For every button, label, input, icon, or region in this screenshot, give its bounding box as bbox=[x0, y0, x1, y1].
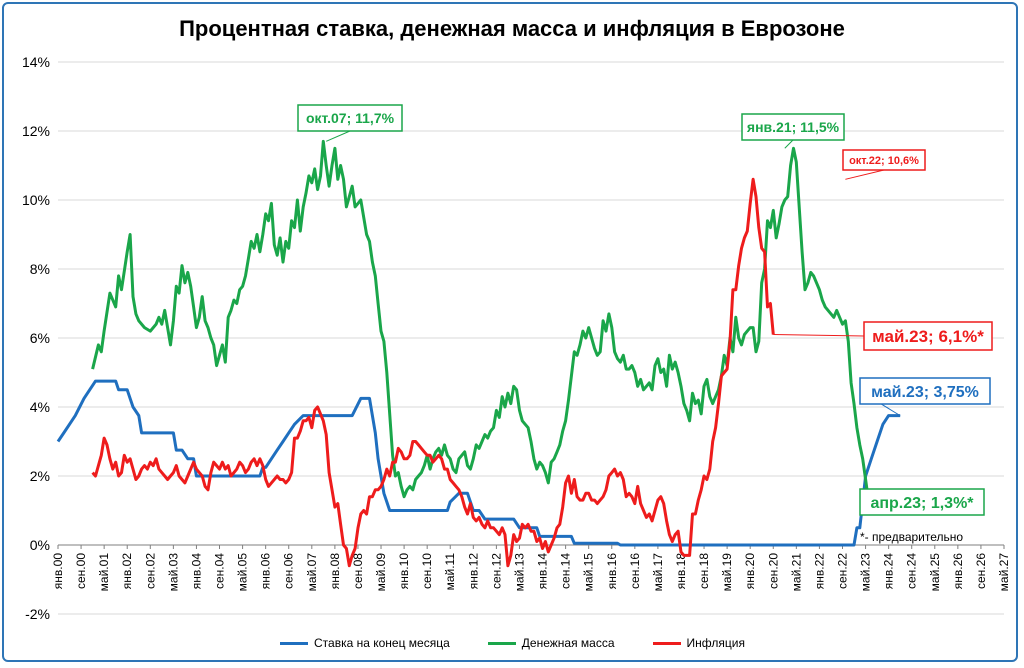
x-tick-label: сен.02 bbox=[143, 553, 157, 589]
annotation-leader bbox=[773, 334, 865, 337]
x-tick-label: сен.24 bbox=[905, 553, 919, 589]
annotation-label-2-box bbox=[863, 321, 993, 351]
annotation-label-1: апр.23; 1,3%* bbox=[870, 495, 974, 512]
x-tick-label: янв.04 bbox=[189, 553, 203, 590]
legend-label: Инфляция bbox=[686, 636, 745, 650]
x-tick-label: май.21 bbox=[789, 553, 803, 592]
legend-swatch bbox=[280, 641, 308, 645]
legend: Ставка на конец месяца Денежная масса Инфл… bbox=[280, 636, 745, 650]
x-tick-label: сен.14 bbox=[559, 553, 573, 589]
x-tick-label: сен.10 bbox=[420, 553, 434, 589]
x-tick-label: май.15 bbox=[582, 553, 596, 592]
legend-swatch bbox=[652, 641, 681, 645]
x-tick-label: май.27 bbox=[997, 553, 1011, 592]
y-tick-label: 12% bbox=[22, 123, 50, 139]
callout-leader bbox=[784, 139, 794, 149]
x-tick-label: сен.04 bbox=[213, 553, 227, 589]
x-tick-label: сен.08 bbox=[351, 553, 365, 589]
x-tick-label: май.25 bbox=[928, 553, 942, 592]
callout-label-0: окт.07; 11,7% bbox=[306, 110, 395, 126]
x-tick-label: сен.00 bbox=[74, 553, 88, 589]
series-line-0 bbox=[56, 379, 901, 547]
x-tick-label: янв.14 bbox=[536, 553, 550, 590]
chart-title: Процентная ставка, денежная масса и инфл… bbox=[179, 16, 845, 41]
legend-item-0: Ставка на конец месяца bbox=[280, 636, 450, 650]
footnote: *- предварительно bbox=[860, 530, 964, 544]
x-tick-label: сен.16 bbox=[628, 553, 642, 589]
callout-label-0-box bbox=[297, 104, 403, 132]
x-tick-label: янв.12 bbox=[466, 553, 480, 590]
annotation-label-2: май.23; 6,1%* bbox=[872, 327, 984, 346]
callout-label-1: янв.21; 11,5% bbox=[747, 119, 840, 135]
callout-leader bbox=[845, 169, 885, 180]
y-tick-label: -2% bbox=[25, 606, 50, 622]
x-tick-label: май.01 bbox=[97, 553, 111, 592]
x-tick-label: янв.00 bbox=[51, 553, 65, 590]
x-tick-label: янв.18 bbox=[674, 553, 688, 590]
x-tick-label: сен.26 bbox=[974, 553, 988, 589]
legend-item-2: Инфляция bbox=[652, 636, 745, 650]
y-tick-label: 6% bbox=[30, 330, 50, 346]
x-tick-label: сен.22 bbox=[835, 553, 849, 589]
x-tick-label: май.23 bbox=[859, 553, 873, 592]
y-tick-label: 0% bbox=[30, 537, 50, 553]
legend-swatch bbox=[487, 641, 516, 645]
y-tick-label: 10% bbox=[22, 192, 50, 208]
y-tick-label: 2% bbox=[30, 468, 50, 484]
x-tick-label: янв.22 bbox=[812, 553, 826, 590]
annotation-label-0-box bbox=[859, 377, 991, 405]
x-tick-label: май.13 bbox=[512, 553, 526, 592]
x-tick-label: май.17 bbox=[651, 553, 665, 592]
legend-item-1: Денежная масса bbox=[487, 636, 615, 650]
x-tick-label: сен.20 bbox=[766, 553, 780, 589]
callout-label-1-box bbox=[741, 113, 845, 141]
y-tick-label: 8% bbox=[30, 261, 50, 277]
callout-label-2: окт.22; 10,6% bbox=[849, 155, 919, 167]
x-tick-label: янв.10 bbox=[397, 553, 411, 590]
annotation-label-0: май.23; 3,75% bbox=[871, 384, 979, 401]
y-tick-label: 4% bbox=[30, 399, 50, 415]
series-line-1 bbox=[91, 139, 870, 501]
x-tick-label: янв.16 bbox=[605, 553, 619, 590]
y-tick-label: 14% bbox=[22, 54, 50, 70]
x-tick-label: янв.20 bbox=[743, 553, 757, 590]
x-tick-label: сен.12 bbox=[489, 553, 503, 589]
x-tick-label: май.03 bbox=[166, 553, 180, 592]
x-tick-label: сен.18 bbox=[697, 553, 711, 589]
x-tick-label: сен.06 bbox=[282, 553, 296, 589]
annotation-label-1-box bbox=[859, 488, 985, 516]
x-tick-label: янв.06 bbox=[259, 553, 273, 590]
series-line-2 bbox=[91, 177, 775, 568]
callout-label-2-box bbox=[842, 149, 926, 171]
legend-label: Денежная масса bbox=[521, 636, 615, 650]
callout-leader bbox=[326, 130, 351, 142]
x-tick-label: янв.24 bbox=[882, 553, 896, 590]
x-tick-label: янв.02 bbox=[120, 553, 134, 590]
x-tick-label: май.19 bbox=[720, 553, 734, 592]
x-tick-label: май.05 bbox=[236, 553, 250, 592]
x-tick-label: янв.26 bbox=[951, 553, 965, 590]
legend-label: Ставка на конец месяца bbox=[314, 636, 450, 650]
x-tick-label: янв.08 bbox=[328, 553, 342, 590]
x-tick-label: май.07 bbox=[305, 553, 319, 592]
x-tick-label: май.11 bbox=[443, 553, 457, 591]
x-tick-label: май.09 bbox=[374, 553, 388, 592]
